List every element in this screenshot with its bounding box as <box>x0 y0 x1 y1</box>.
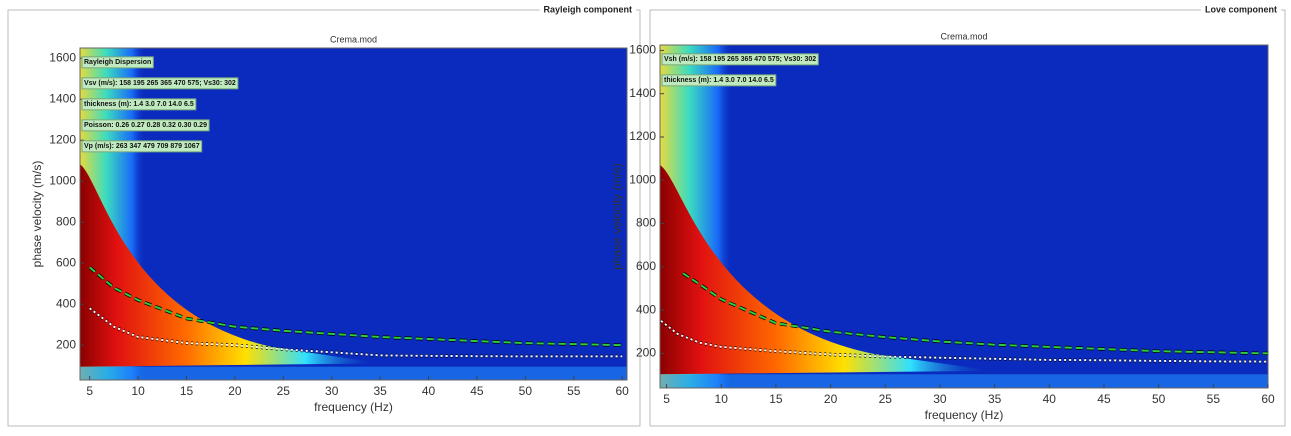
y-tick-label: 200 <box>636 346 656 360</box>
x-tick-label: 35 <box>988 392 1002 406</box>
info-bg <box>81 77 239 90</box>
spectrum-floor <box>660 374 1268 388</box>
y-tick-label: 1000 <box>629 172 656 186</box>
dispersion-curve <box>89 266 623 347</box>
x-tick-label: 55 <box>567 384 581 398</box>
info-text: thickness (m): 1.4 3.0 7.0 14.0 6.5 <box>84 101 194 108</box>
x-tick-label: 60 <box>615 384 629 398</box>
y-tick-label: 1400 <box>49 91 76 105</box>
x-tick-label: 40 <box>422 384 436 398</box>
dispersion-curve <box>660 320 1269 363</box>
group-box <box>7 9 641 427</box>
y-tick-label: 800 <box>636 216 656 230</box>
spectrum-hot <box>660 165 995 375</box>
x-tick-label: 10 <box>715 392 729 406</box>
group-label-bg <box>539 4 636 15</box>
y-tick-label: 600 <box>636 259 656 273</box>
x-tick-label: 55 <box>1207 392 1221 406</box>
info-text: Poisson: 0.26 0.27 0.28 0.32 0.30 0.29 <box>84 122 207 129</box>
y-tick-label: 200 <box>56 337 76 351</box>
info-text: Rayleigh Dispersion <box>84 59 151 66</box>
subtitle: Crema.mod <box>940 31 987 41</box>
plot-frame <box>79 47 628 381</box>
x-tick-label: 45 <box>1097 392 1111 406</box>
y-tick-label: 600 <box>56 255 76 269</box>
info-text: Vp (m/s): 263 347 479 709 879 1067 <box>84 143 200 150</box>
y-tick-label: 400 <box>56 296 76 310</box>
spectrum-hot <box>80 164 381 367</box>
x-tick-label: 5 <box>86 384 93 398</box>
y-tick-label: 1000 <box>49 173 76 187</box>
info-bg <box>81 140 203 153</box>
x-tick-label: 15 <box>180 384 194 398</box>
y-axis-label: phase velocity (m/s) <box>610 163 624 270</box>
group-box <box>649 9 1286 427</box>
y-tick-label: 1200 <box>629 129 656 143</box>
x-tick-label: 50 <box>1152 392 1166 406</box>
x-tick-label: 5 <box>663 392 670 406</box>
x-tick-label: 25 <box>879 392 893 406</box>
dispersion-curve <box>682 272 1269 355</box>
info-text: thickness (m): 1.4 3.0 7.0 14.0 6.5 <box>664 77 774 84</box>
x-axis-label: frequency (Hz) <box>925 408 1004 422</box>
x-axis-label: frequency (Hz) <box>314 400 393 414</box>
plot-frame <box>659 44 1269 389</box>
x-tick-label: 15 <box>769 392 783 406</box>
x-tick-label: 40 <box>1043 392 1057 406</box>
group-label: Love component <box>1205 4 1277 14</box>
info-bg <box>81 56 154 69</box>
group-label: Rayleigh component <box>543 4 632 14</box>
y-tick-label: 1600 <box>49 50 76 64</box>
subtitle: Crema.mod <box>330 34 377 44</box>
info-text: Vsv (m/s): 158 195 265 365 470 575; Vs30… <box>84 80 236 87</box>
y-tick-label: 1200 <box>49 132 76 146</box>
x-tick-label: 35 <box>373 384 387 398</box>
info-bg <box>81 119 210 132</box>
x-tick-label: 30 <box>325 384 339 398</box>
spectrum-floor <box>80 366 627 380</box>
group-label-bg <box>1200 4 1281 15</box>
x-tick-label: 50 <box>519 384 533 398</box>
y-tick-label: 1600 <box>629 43 656 57</box>
x-tick-label: 10 <box>131 384 145 398</box>
y-axis-label: phase velocity (m/s) <box>30 161 44 268</box>
info-bg <box>661 74 777 87</box>
info-bg <box>81 98 197 111</box>
x-tick-label: 30 <box>933 392 947 406</box>
y-tick-label: 800 <box>56 214 76 228</box>
y-tick-label: 400 <box>636 302 656 316</box>
x-tick-label: 25 <box>277 384 291 398</box>
x-tick-label: 20 <box>228 384 242 398</box>
dispersion-curve <box>89 307 623 358</box>
info-bg <box>661 53 819 66</box>
y-tick-label: 1400 <box>629 86 656 100</box>
x-tick-label: 60 <box>1261 392 1275 406</box>
x-tick-label: 45 <box>470 384 484 398</box>
info-text: Vsh (m/s): 158 195 265 365 470 575; Vs30… <box>664 56 816 63</box>
x-tick-label: 20 <box>824 392 838 406</box>
